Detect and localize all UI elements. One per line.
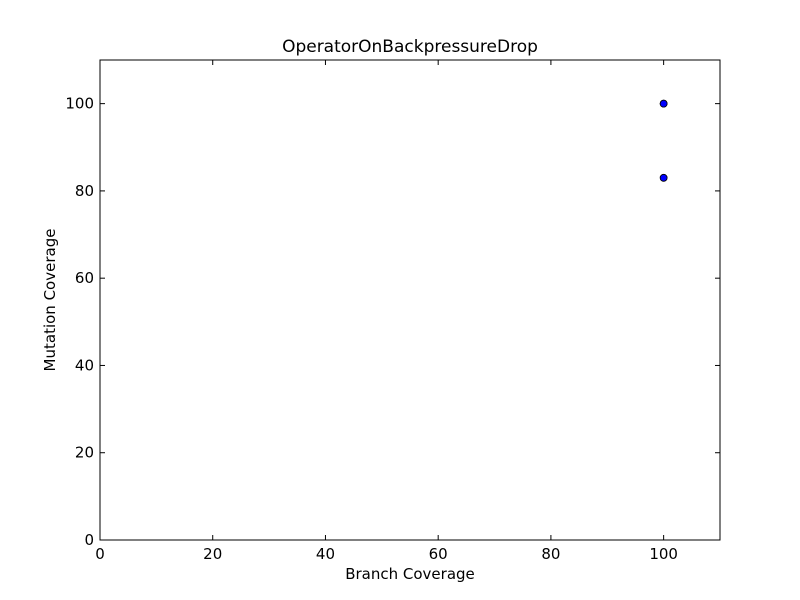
plot-frame <box>99 59 721 541</box>
scatter-point <box>659 99 668 108</box>
data-points <box>659 99 668 182</box>
x-axis-ticks: 0 20 40 60 80 100 <box>95 60 678 563</box>
y-tick-label: 60 <box>75 269 94 287</box>
x-tick-label: 60 <box>429 545 448 563</box>
x-tick-label: 80 <box>541 545 560 563</box>
chart-title: OperatorOnBackpressureDrop <box>282 37 538 57</box>
plot-area <box>99 59 721 541</box>
y-axis-label: Mutation Coverage <box>41 229 59 372</box>
y-axis-ticks: 0 20 40 60 80 100 <box>65 95 720 549</box>
x-tick-label: 100 <box>649 545 678 563</box>
x-axis-label: Branch Coverage <box>345 565 475 583</box>
x-tick-label: 20 <box>203 545 222 563</box>
y-tick-label: 40 <box>75 356 94 374</box>
y-tick-label: 20 <box>75 444 94 462</box>
y-tick-label: 0 <box>84 531 94 549</box>
y-tick-label: 80 <box>75 182 94 200</box>
x-tick-label: 0 <box>95 545 105 563</box>
scatter-point <box>659 173 668 182</box>
x-tick-label: 40 <box>316 545 335 563</box>
y-tick-label: 100 <box>65 95 94 113</box>
